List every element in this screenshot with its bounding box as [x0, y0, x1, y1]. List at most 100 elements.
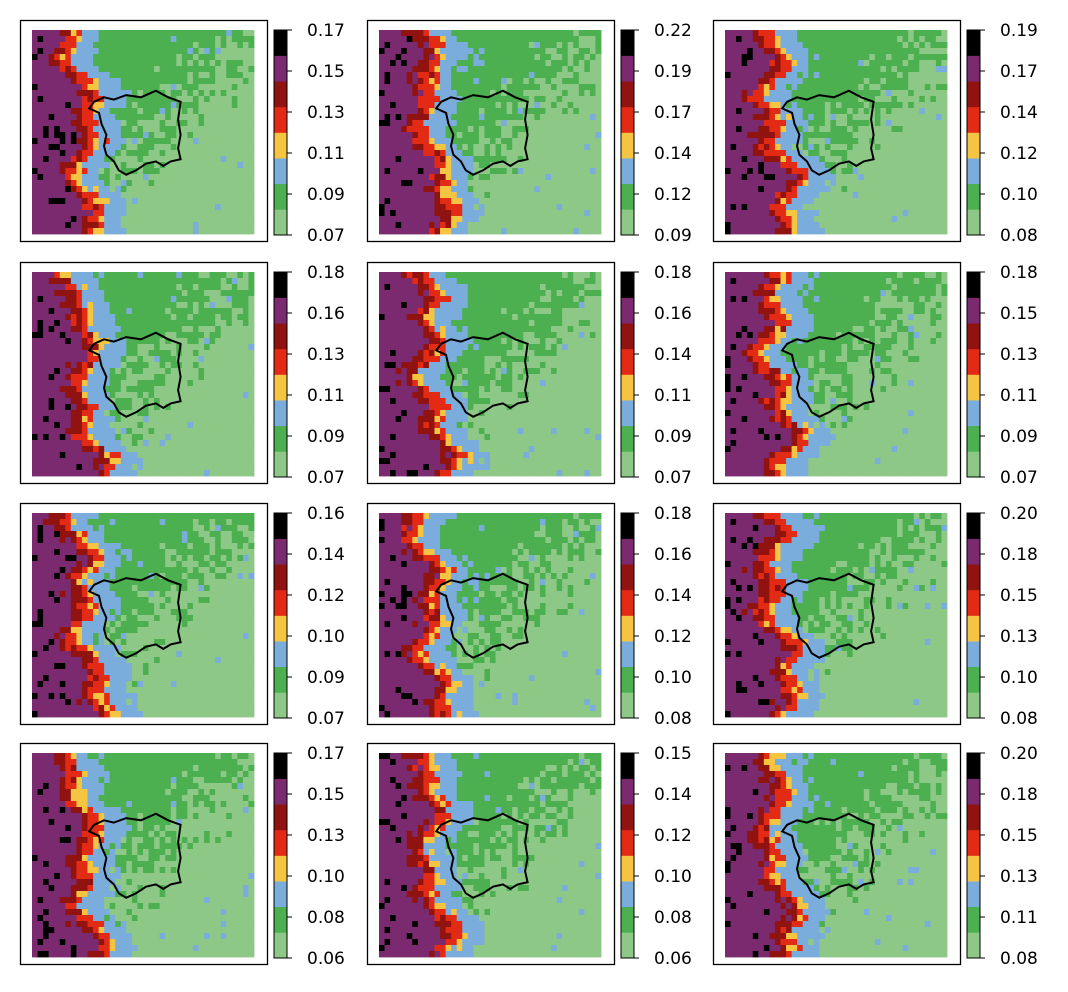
raster-cell: [523, 162, 530, 169]
raster-cell: [209, 42, 216, 49]
raster-cell: [120, 308, 127, 315]
raster-cell: [595, 162, 602, 169]
raster-cell: [595, 36, 602, 43]
raster-cell: [802, 66, 809, 73]
raster-cell: [198, 54, 205, 61]
raster-cell: [198, 132, 205, 139]
raster-cell: [863, 114, 870, 121]
raster-cell: [885, 168, 892, 175]
raster-cell: [852, 186, 859, 193]
raster-cell: [215, 126, 222, 133]
raster-cell: [780, 48, 787, 55]
raster-cell: [242, 314, 249, 321]
raster-cell: [48, 320, 55, 327]
raster-cell: [417, 132, 424, 139]
raster-cell: [440, 84, 446, 91]
raster-cell: [863, 132, 870, 139]
raster-cell: [517, 222, 524, 229]
raster-cell: [451, 228, 458, 235]
raster-cell: [165, 380, 172, 387]
raster-cell: [523, 168, 530, 175]
raster-cell: [231, 198, 238, 205]
raster-cell: [126, 374, 133, 381]
raster-cell: [176, 72, 183, 79]
raster-cell: [545, 156, 552, 163]
raster-cell: [231, 60, 238, 67]
raster-cell: [120, 174, 127, 181]
raster-cell: [37, 120, 44, 127]
raster-cell: [924, 30, 931, 37]
raster-cell: [406, 162, 413, 169]
raster-cell: [473, 120, 480, 127]
raster-cell: [209, 66, 216, 73]
raster-cell: [440, 126, 446, 133]
raster-cell: [924, 108, 931, 115]
raster-cell: [528, 198, 535, 205]
raster-cell: [390, 216, 397, 223]
raster-cell: [440, 120, 446, 127]
raster-cell: [506, 84, 513, 91]
raster-cell: [478, 138, 485, 145]
raster-cell: [76, 228, 83, 235]
raster-cell: [495, 156, 502, 163]
raster-cell: [76, 326, 83, 333]
raster-cell: [545, 102, 552, 109]
raster-cell: [226, 156, 233, 163]
raster-cell: [395, 126, 402, 133]
raster-cell: [126, 108, 133, 115]
raster-cell: [406, 228, 413, 235]
raster-cell: [935, 60, 942, 67]
raster-cell: [562, 120, 569, 127]
raster-cell: [237, 374, 244, 381]
raster-cell: [880, 96, 887, 103]
raster-cell: [76, 108, 83, 115]
raster-cell: [774, 48, 781, 55]
raster-cell: [863, 72, 870, 79]
raster-cell: [774, 90, 781, 97]
raster-cell: [231, 54, 238, 61]
raster-cell: [154, 102, 161, 109]
raster-cell: [137, 72, 144, 79]
raster-cell: [445, 174, 452, 181]
raster-cell: [98, 84, 105, 91]
raster-cell: [725, 210, 731, 217]
raster-cell: [725, 72, 731, 79]
raster-cell: [198, 120, 205, 127]
raster-cell: [869, 66, 876, 73]
raster-cell: [154, 150, 161, 157]
raster-cell: [104, 30, 111, 37]
raster-cell: [578, 66, 585, 73]
raster-cell: [813, 168, 820, 175]
raster-cell: [852, 78, 859, 85]
raster-cell: [506, 144, 513, 151]
raster-cell: [209, 392, 216, 399]
raster-cell: [880, 210, 887, 217]
raster-cell: [48, 54, 55, 61]
raster-cell: [423, 48, 430, 55]
raster-cell: [237, 102, 244, 109]
raster-cell: [941, 138, 948, 145]
raster-cell: [204, 114, 210, 121]
raster-cell: [556, 66, 563, 73]
raster-cell: [913, 78, 920, 85]
raster-cell: [226, 132, 233, 139]
raster-cell: [935, 228, 942, 235]
raster-cell: [87, 338, 94, 345]
raster-cell: [109, 192, 116, 199]
colorbar-frame: [273, 29, 288, 236]
raster-cell: [181, 54, 188, 61]
raster-cell: [523, 228, 530, 235]
raster-cell: [786, 162, 792, 169]
raster-cell: [43, 272, 50, 279]
raster-cell: [456, 48, 463, 55]
raster-cell: [137, 350, 144, 357]
raster-cell: [165, 156, 172, 163]
raster-cell: [512, 114, 519, 121]
raster-cell: [730, 126, 737, 133]
raster-cell: [187, 126, 194, 133]
raster-cell: [578, 102, 585, 109]
raster-cell: [220, 332, 227, 339]
raster-cell: [490, 84, 496, 91]
raster-cell: [204, 380, 210, 387]
raster-cell: [93, 210, 99, 217]
